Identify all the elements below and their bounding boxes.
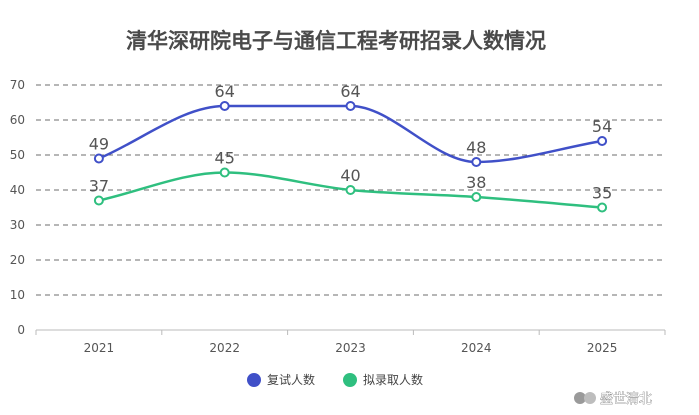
data-point[interactable] [345,185,356,195]
data-label: 35 [592,184,612,203]
data-label: 37 [89,177,109,196]
data-label: 45 [215,149,235,168]
x-tick-label: 2023 [335,341,366,355]
y-tick-label: 20 [10,253,25,267]
grid-lines [36,84,665,296]
watermark-text: 盛世清北 [600,392,652,407]
series-1: 49 64 64 48 54 [89,82,612,167]
data-label: 48 [466,138,486,157]
legend-label: 复试人数 [267,372,315,387]
data-point[interactable] [597,202,608,213]
data-label: 40 [340,166,360,185]
legend-item-2[interactable]: 拟录取人数 [343,372,423,387]
data-point[interactable] [219,101,230,111]
y-tick-label: 60 [10,113,25,127]
data-point[interactable] [471,157,482,167]
y-tick-label: 0 [17,323,25,337]
legend-item-1[interactable]: 复试人数 [247,372,315,387]
y-tick-label: 70 [10,78,25,92]
legend: 复试人数 拟录取人数 [247,372,423,387]
data-label: 49 [89,135,109,154]
data-point[interactable] [471,192,482,202]
y-tick-label: 40 [10,183,25,197]
x-tick-label: 2021 [84,341,115,355]
chart-title: 清华深研院电子与通信工程考研招录人数情况 [126,29,546,53]
x-tick-label: 2025 [587,341,618,355]
y-axis: 0 10 20 30 40 50 60 70 [10,78,25,337]
data-label: 54 [592,117,612,136]
legend-swatch-icon [343,373,357,387]
series-2: 37 45 40 38 35 [89,149,612,213]
data-point[interactable] [93,195,104,206]
legend-swatch-icon [247,373,261,387]
x-tick-label: 2024 [461,341,492,355]
data-label: 38 [466,173,486,192]
series-layer: 49 64 64 48 54 37 45 40 38 35 [89,82,612,213]
data-point[interactable] [219,167,230,178]
y-tick-label: 50 [10,148,25,162]
data-label: 64 [215,82,235,101]
y-tick-label: 30 [10,218,25,232]
series-line [98,104,603,164]
watermark-logo-icon [574,392,596,404]
watermark: 盛世清北 [574,392,652,407]
x-tick-label: 2022 [209,341,240,355]
data-label: 64 [340,82,360,101]
data-point[interactable] [597,136,608,146]
x-axis: 2021 2022 2023 2024 2025 [35,329,666,355]
data-point[interactable] [345,101,356,111]
data-point[interactable] [93,153,104,164]
legend-label: 拟录取人数 [363,372,423,387]
y-tick-label: 10 [10,288,25,302]
